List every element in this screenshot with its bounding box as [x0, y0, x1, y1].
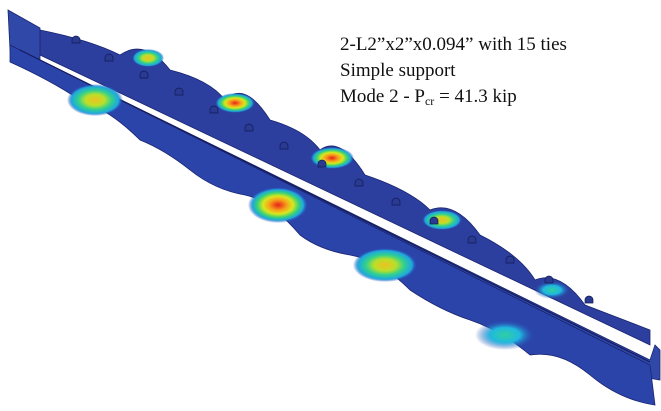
caption-line: Mode 2 - Pcr = 41.3 kip [340, 86, 517, 112]
figure: 2-L2”x2”x0.094” with 15 ties Simple supp… [0, 0, 661, 411]
caption-text: = 41.3 kip [434, 86, 517, 107]
caption-line: 2-L2”x2”x0.094” with 15 ties [340, 34, 567, 56]
buckling-model [0, 0, 661, 411]
caption-text: Mode 2 - P [340, 86, 425, 107]
caption-line: Simple support [340, 60, 456, 82]
caption-subscript: cr [425, 94, 434, 108]
